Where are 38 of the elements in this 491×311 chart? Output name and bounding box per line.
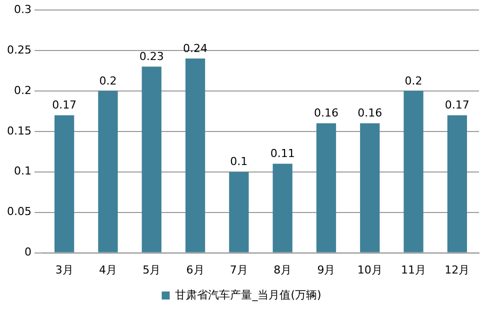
x-tick-label: 8月 [274, 263, 292, 276]
data-label: 0.2 [99, 74, 117, 88]
bar [360, 123, 380, 252]
bar [185, 58, 206, 252]
bar [142, 66, 162, 252]
bar [98, 90, 118, 252]
x-tick-label: 3月 [55, 263, 74, 276]
data-label: 0.24 [183, 42, 208, 55]
x-tick-label: 4月 [98, 263, 117, 276]
bar [229, 172, 249, 252]
data-label: 0.11 [270, 147, 295, 160]
legend-label: 甘肃省汽车产量_当月值(万辆) [175, 288, 322, 302]
y-tick-label: 0.2 [14, 84, 32, 97]
data-label: 0.17 [52, 98, 77, 112]
x-tick-label: 11月 [401, 263, 426, 276]
x-tick-label: 12月 [444, 263, 470, 276]
bar [54, 115, 74, 252]
y-tick-label: 0.05 [6, 205, 32, 218]
data-label: 0.17 [444, 98, 470, 112]
data-label: 0.23 [139, 50, 164, 64]
y-tick-label: 0 [24, 246, 32, 259]
data-label: 0.1 [230, 155, 248, 168]
y-tick-label: 0.15 [6, 124, 32, 138]
x-tick-label: 10月 [357, 263, 382, 276]
bar [447, 115, 467, 252]
data-label: 0.16 [314, 106, 338, 120]
y-tick-label: 0.3 [14, 2, 32, 16]
bar [404, 90, 424, 252]
x-tick-label: 9月 [317, 263, 336, 276]
bar [272, 164, 292, 252]
x-tick-label: 7月 [230, 263, 248, 276]
data-label: 0.16 [358, 106, 382, 120]
x-tick-label: 5月 [142, 263, 161, 276]
bar [316, 123, 336, 252]
y-tick-label: 0.25 [6, 43, 32, 56]
data-label: 0.2 [404, 74, 422, 88]
x-tick-label: 6月 [186, 263, 204, 276]
y-tick-label: 0.1 [14, 164, 32, 178]
